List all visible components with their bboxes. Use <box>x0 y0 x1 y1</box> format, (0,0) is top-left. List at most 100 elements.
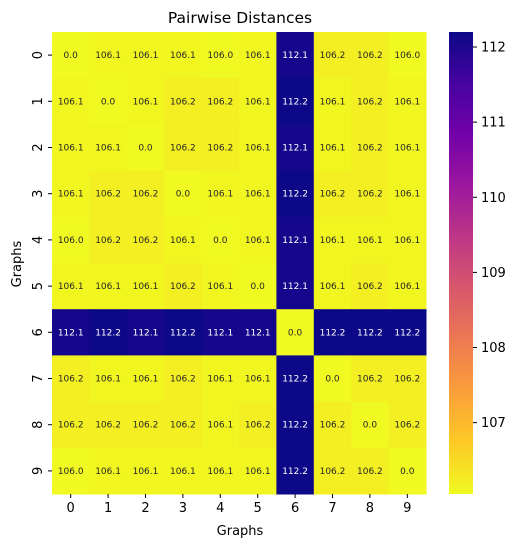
cell-value-label: 106.1 <box>320 282 346 292</box>
cell-value-label: 106.2 <box>133 236 159 246</box>
heatmap-cell <box>239 124 277 172</box>
cell-value-label: 106.1 <box>95 144 121 154</box>
cell-value-label: 106.1 <box>58 282 84 292</box>
cell-value-label: 112.2 <box>282 97 308 107</box>
heatmap-cell <box>239 401 277 449</box>
cell-value-label: 106.2 <box>357 375 383 385</box>
cell-value-label: 106.2 <box>320 421 346 431</box>
cell-value-label: 106.2 <box>245 421 271 431</box>
cell-value-label: 0.0 <box>101 97 116 107</box>
cell-value-label: 106.1 <box>58 144 84 154</box>
heatmap-cell <box>239 170 277 218</box>
colorbar-tick-label: 110 <box>481 191 506 206</box>
cell-value-label: 106.0 <box>58 236 84 246</box>
heatmap-cell <box>201 124 240 172</box>
heatmap-cell <box>276 32 315 79</box>
cell-value-label: 112.2 <box>95 328 121 338</box>
heatmap-cell <box>89 447 128 495</box>
heatmap-cell <box>89 263 128 310</box>
x-axis-label: Graphs <box>217 524 264 539</box>
cell-value-label: 106.2 <box>357 282 383 292</box>
heatmap-cell <box>126 309 165 356</box>
cell-value-label: 0.0 <box>213 236 228 246</box>
cell-value-label: 112.2 <box>282 375 308 385</box>
heatmap-cell <box>276 78 315 125</box>
cell-value-label: 106.1 <box>320 97 346 107</box>
heatmap-cell <box>351 78 390 125</box>
heatmap-cell <box>126 124 165 172</box>
heatmap-cell <box>52 78 90 125</box>
heatmap-cell <box>52 355 90 403</box>
heatmap-cell <box>276 263 315 310</box>
cell-value-label: 106.1 <box>58 190 84 200</box>
heatmap-cell <box>126 78 165 125</box>
heatmap-cell <box>164 216 203 264</box>
x-tick-label: 7 <box>328 501 336 516</box>
heatmap-cell <box>201 401 240 449</box>
x-tick-label: 9 <box>403 501 411 516</box>
heatmap-cell <box>89 32 128 79</box>
heatmap-cell <box>313 355 352 403</box>
y-tick-label: 2 <box>31 143 46 151</box>
cell-value-label: 112.2 <box>394 328 420 338</box>
heatmap-cell <box>351 124 390 172</box>
cell-value-label: 106.1 <box>394 144 420 154</box>
y-axis: 0 1 2 3 4 5 6 7 8 9 <box>31 51 52 475</box>
cell-value-label: 0.0 <box>251 282 266 292</box>
heatmap-cell <box>313 309 352 356</box>
heatmap-cell <box>388 309 427 356</box>
heatmap-cell <box>239 355 277 403</box>
cell-value-label: 112.1 <box>133 328 159 338</box>
heatmap-cell <box>89 170 128 218</box>
cell-value-label: 106.1 <box>95 467 121 477</box>
heatmap-cell <box>351 263 390 310</box>
cell-value-label: 106.1 <box>133 97 159 107</box>
cell-value-label: 106.1 <box>170 467 196 477</box>
heatmap-cell <box>313 447 352 495</box>
heatmap-cell <box>126 170 165 218</box>
x-tick-label: 4 <box>216 501 224 516</box>
cell-value-label: 0.0 <box>138 144 153 154</box>
heatmap-cell <box>89 124 128 172</box>
heatmap-cell <box>388 263 427 310</box>
cell-value-label: 106.1 <box>207 190 233 200</box>
heatmap-cell <box>201 355 240 403</box>
heatmap-cell <box>52 263 90 310</box>
cell-value-label: 106.1 <box>394 236 420 246</box>
y-tick-label: 0 <box>31 51 46 59</box>
cell-value-label: 106.2 <box>320 467 346 477</box>
heatmap-cell <box>52 447 90 495</box>
heatmap-cell <box>313 170 352 218</box>
cell-value-label: 112.1 <box>282 236 308 246</box>
cell-value-label: 106.1 <box>133 375 159 385</box>
heatmap-cell <box>388 216 427 264</box>
heatmap-cell <box>201 78 240 125</box>
cell-value-label: 0.0 <box>325 375 340 385</box>
cell-value-label: 106.2 <box>320 190 346 200</box>
cell-value-label: 106.1 <box>245 467 271 477</box>
cell-value-label: 0.0 <box>400 467 415 477</box>
x-tick-label: 1 <box>104 501 112 516</box>
heatmap-cell <box>52 32 90 79</box>
y-tick-label: 1 <box>31 97 46 105</box>
heatmap-cell <box>313 78 352 125</box>
cell-value-label: 106.2 <box>394 421 420 431</box>
heatmap-cell <box>52 170 90 218</box>
heatmap-cell <box>164 78 203 125</box>
cell-value-label: 106.1 <box>207 375 233 385</box>
cell-value-label: 106.0 <box>394 51 420 61</box>
x-tick-label: 8 <box>366 501 374 516</box>
heatmap-cell <box>201 309 240 356</box>
heatmap-cell <box>126 447 165 495</box>
heatmap-cell <box>126 32 165 79</box>
cell-value-label: 106.1 <box>245 375 271 385</box>
x-tick-label: 0 <box>67 501 75 516</box>
x-tick-label: 3 <box>179 501 187 516</box>
y-tick-label: 5 <box>31 282 46 290</box>
heatmap-cell <box>52 309 90 356</box>
heatmap-cell <box>276 355 315 403</box>
cell-value-label: 106.2 <box>58 421 84 431</box>
heatmap-cell <box>313 263 352 310</box>
heatmap-cell <box>164 447 203 495</box>
cell-value-label: 0.0 <box>363 421 378 431</box>
